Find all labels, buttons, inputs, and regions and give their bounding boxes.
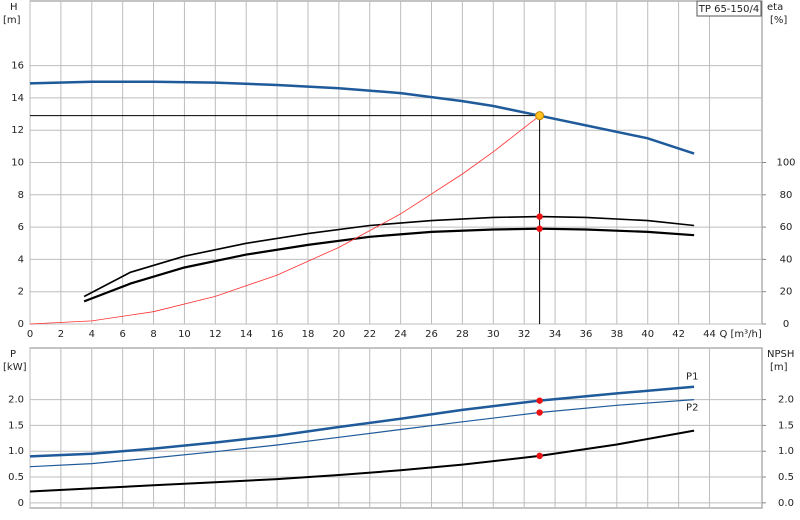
x-tick-label: 40 — [641, 329, 654, 340]
y-tick-label: 14 — [11, 93, 24, 104]
duty-point — [535, 111, 545, 121]
x-tick-label: 36 — [580, 329, 593, 340]
x-tick-label: 20 — [332, 329, 345, 340]
y-tick-label: 0 — [18, 319, 24, 330]
series-label: P2 — [686, 403, 698, 414]
curve — [29, 385, 695, 458]
x-tick-label: 6 — [119, 329, 125, 340]
x-tick-label: 28 — [456, 329, 469, 340]
y-axis-label: H — [10, 2, 18, 13]
curve — [29, 399, 695, 468]
x-tick-label: 42 — [672, 329, 685, 340]
curve — [29, 429, 695, 493]
y-tick-label: 2.0 — [8, 395, 24, 406]
x-tick-label: 4 — [89, 329, 95, 340]
annotation-box — [696, 0, 762, 17]
y-axis-unit: [kW] — [3, 362, 27, 373]
curve — [29, 80, 695, 155]
point — [536, 409, 543, 416]
x-tick-label: 8 — [150, 329, 156, 340]
y-tick-label: 8 — [18, 190, 24, 201]
x-tick-label: 38 — [610, 329, 623, 340]
x-tick-label: 18 — [302, 329, 315, 340]
y-tick-label: 0 — [18, 498, 24, 509]
x-tick-label: 2 — [58, 329, 64, 340]
y-tick-label: 2 — [18, 287, 24, 298]
curve — [83, 215, 695, 298]
series-label: P1 — [686, 372, 698, 383]
y-tick-label: 10 — [11, 158, 24, 169]
y2-tick-label: 20 — [780, 287, 793, 298]
curve — [83, 227, 695, 303]
point — [536, 225, 543, 232]
y-axis-label: P — [10, 349, 16, 360]
x-tick-label: 10 — [178, 329, 191, 340]
y-tick-label: 1.5 — [8, 420, 24, 431]
x-tick-label: 14 — [240, 329, 253, 340]
y2-axis-unit: [%] — [770, 15, 787, 26]
y2-tick-label: 0.5 — [778, 472, 794, 483]
point — [536, 397, 543, 404]
curve — [29, 115, 540, 325]
x-tick-label: 34 — [549, 329, 562, 340]
y2-tick-label: 60 — [780, 222, 793, 233]
y2-tick-label: 1.5 — [778, 420, 794, 431]
x-tick-label: 26 — [425, 329, 438, 340]
y-tick-label: 16 — [11, 61, 24, 72]
point — [536, 213, 543, 220]
y2-tick-label: 80 — [780, 190, 793, 201]
y-axis-unit: [m] — [3, 15, 21, 26]
x-tick-label: 32 — [518, 329, 531, 340]
x-tick-label: 12 — [209, 329, 222, 340]
y2-tick-label: 0 — [783, 319, 789, 330]
x-tick-label: 16 — [271, 329, 284, 340]
y-tick-label: 0.5 — [8, 472, 24, 483]
y2-tick-label: 2.0 — [778, 395, 794, 406]
y-tick-label: 4 — [18, 254, 24, 265]
x-tick-label: 30 — [487, 329, 500, 340]
y-tick-label: 1.0 — [8, 446, 24, 457]
annotation: TP 65-150/4 — [698, 4, 759, 15]
x-axis-label: Q [m³/h] — [719, 329, 761, 340]
y2-axis-label: NPSH — [767, 349, 794, 360]
y-tick-label: 12 — [11, 125, 24, 136]
y2-tick-label: 40 — [780, 254, 793, 265]
x-tick-label: 44 — [703, 329, 716, 340]
y2-tick-label: 0.0 — [778, 498, 794, 509]
y2-tick-label: 1.0 — [778, 446, 794, 457]
y2-axis-unit: [m] — [770, 362, 788, 373]
y-tick-label: 6 — [18, 222, 24, 233]
x-tick-label: 24 — [394, 329, 407, 340]
point — [536, 452, 543, 460]
y2-axis-label: eta — [767, 2, 783, 13]
y2-tick-label: 100 — [776, 158, 795, 169]
x-tick-label: 0 — [27, 329, 33, 340]
plot-area — [29, 347, 763, 509]
x-tick-label: 22 — [363, 329, 376, 340]
